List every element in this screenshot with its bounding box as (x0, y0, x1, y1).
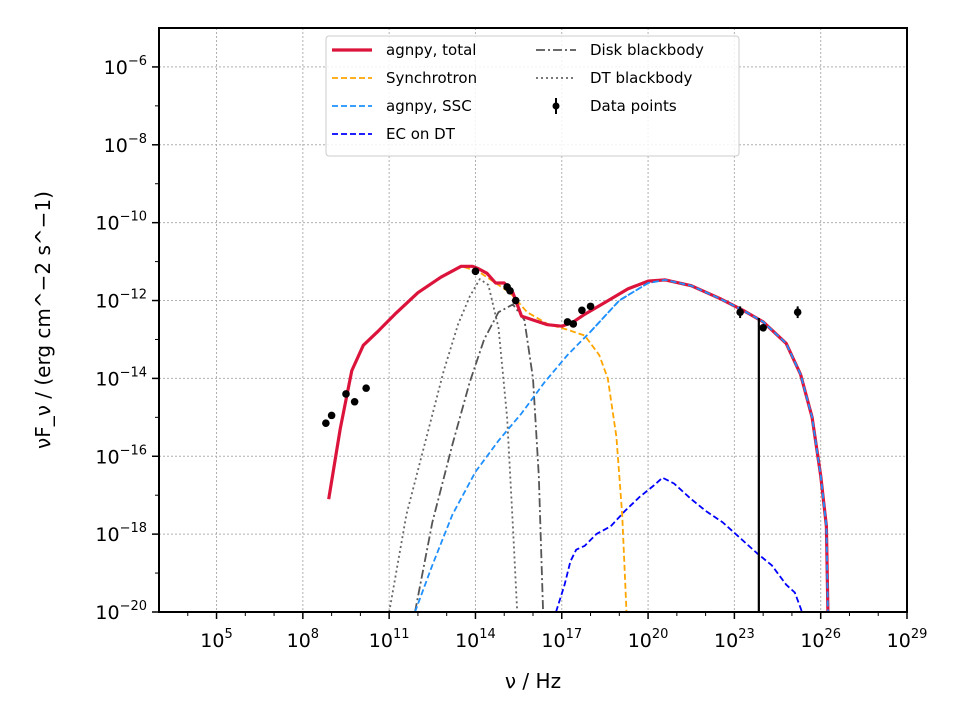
y-tick-label: 10−6 (104, 54, 147, 79)
x-tick-labels: 105 108 1011 1014 1017 1020 1023 1026 1029 (200, 627, 927, 652)
data-points-layer (322, 267, 802, 612)
y-tick-label: 10−14 (95, 365, 147, 390)
x-tick-power: 20 (652, 627, 669, 642)
y-axis-label: νF_ν / (erg cm^−2 s^−1) (31, 191, 55, 449)
data-point (350, 397, 359, 406)
y-tick-power: −8 (128, 132, 147, 147)
y-tick-base: 10 (95, 368, 119, 390)
x-tick-base: 10 (200, 630, 224, 652)
x-axis-label: ν / Hz (505, 669, 561, 693)
y-tick-label: 10−18 (95, 521, 147, 546)
x-tick-label: 1029 (887, 627, 928, 652)
x-tick-label: 108 (287, 627, 319, 652)
data-point (327, 411, 336, 420)
data-point (759, 323, 767, 332)
y-tick-label: 10−20 (95, 599, 147, 624)
x-tick-base: 10 (628, 630, 652, 652)
y-tick-label: 10−10 (95, 210, 147, 235)
legend-marker (552, 102, 560, 110)
y-tick-base: 10 (95, 213, 119, 235)
data-point (342, 390, 350, 398)
series-ssc-overlay (589, 278, 829, 613)
x-tick-label: 105 (200, 627, 232, 652)
series-dt-blackbody (388, 278, 519, 613)
x-tick-base: 10 (800, 630, 824, 652)
y-tick-power: −10 (120, 210, 147, 225)
legend: agnpy, total Synchrotron agnpy, SSC EC on D… (325, 35, 740, 157)
legend-label-ec-on-dt: EC on DT (386, 125, 456, 143)
data-point (563, 318, 572, 326)
legend-label-agnpy-total: agnpy, total (386, 41, 476, 59)
y-tick-base: 10 (95, 291, 119, 313)
y-tick-power: −18 (120, 521, 147, 536)
x-tick-base: 10 (887, 630, 911, 652)
x-tick-base: 10 (714, 630, 738, 652)
data-point (322, 419, 330, 427)
y-tick-base: 10 (104, 57, 128, 79)
x-tick-label: 1011 (369, 627, 410, 652)
x-tick-base: 10 (369, 630, 393, 652)
series-disk-blackbody (414, 303, 544, 613)
y-tick-power: −6 (128, 54, 147, 69)
y-tick-label: 10−16 (95, 443, 147, 468)
data-point (471, 267, 480, 276)
x-tick-power: 11 (393, 627, 410, 642)
data-point (511, 296, 520, 305)
x-tick-label: 1014 (455, 627, 496, 652)
x-tick-power: 26 (825, 627, 842, 642)
series-ec-on-dt (555, 476, 803, 613)
x-tick-power: 23 (738, 627, 755, 642)
x-tick-base: 10 (287, 630, 311, 652)
y-tick-base: 10 (95, 602, 119, 624)
x-tick-label: 1023 (714, 627, 755, 652)
y-tick-power: −12 (120, 288, 147, 303)
ticks (152, 66, 908, 619)
data-point (578, 306, 586, 315)
y-tick-label: 10−12 (95, 288, 147, 313)
y-tick-label: 10−8 (104, 132, 147, 157)
y-tick-base: 10 (95, 524, 119, 546)
legend-label-synchrotron: Synchrotron (386, 69, 477, 87)
data-point (506, 287, 514, 295)
x-tick-label: 1020 (628, 627, 669, 652)
y-tick-power: −14 (120, 365, 147, 380)
legend-label-dt-blackbody: DT blackbody (590, 69, 693, 87)
legend-box (325, 35, 740, 157)
data-point (736, 308, 744, 317)
y-tick-base: 10 (104, 135, 128, 157)
legend-label-disk-blackbody: Disk blackbody (590, 41, 704, 59)
data-point (569, 320, 578, 328)
x-tick-power: 17 (566, 627, 583, 642)
legend-label-data-points: Data points (590, 97, 677, 115)
data-point (362, 384, 370, 392)
y-tick-base: 10 (95, 446, 119, 468)
x-tick-base: 10 (541, 630, 565, 652)
data-point (793, 308, 802, 317)
x-tick-power: 5 (224, 627, 232, 642)
legend-label-agnpy-ssc: agnpy, SSC (386, 97, 472, 115)
y-tick-power: −16 (120, 443, 147, 458)
data-point (586, 302, 595, 311)
x-tick-base: 10 (455, 630, 479, 652)
x-tick-label: 1026 (800, 627, 841, 652)
x-tick-power: 14 (479, 627, 496, 642)
x-tick-power: 29 (911, 627, 928, 642)
series-layer (327, 264, 830, 613)
x-tick-label: 1017 (541, 627, 582, 652)
y-tick-power: −20 (120, 599, 147, 614)
x-tick-power: 8 (311, 627, 319, 642)
